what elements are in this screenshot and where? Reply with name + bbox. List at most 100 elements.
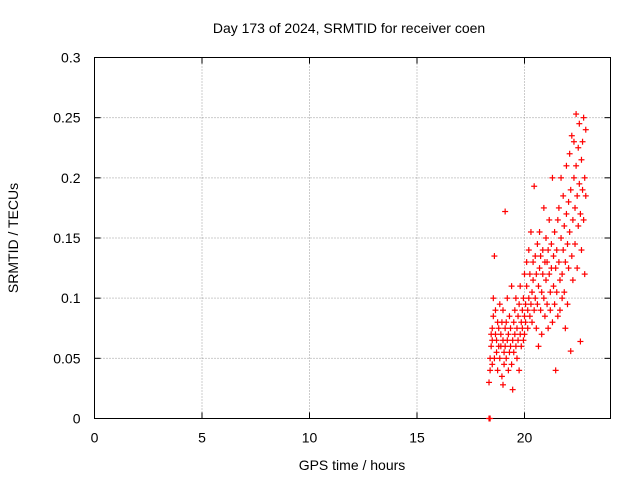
data-point: [539, 271, 546, 278]
data-point: [521, 271, 528, 278]
data-point: [497, 331, 504, 338]
data-point: [537, 253, 544, 260]
data-point: [579, 138, 586, 145]
data-point: [496, 355, 503, 362]
data-point: [554, 216, 561, 223]
x-tick-label: 0: [91, 430, 99, 446]
axis-ticks: 0 5 10 15 20 0 0.05 0.1 0.15 0.2 0.25 0.3: [53, 50, 611, 446]
data-point: [524, 325, 531, 332]
data-point: [553, 247, 560, 254]
data-point: [535, 283, 542, 290]
data-point: [582, 126, 589, 133]
x-axis-label: GPS time / hours: [299, 457, 406, 473]
grid-lines: [94, 57, 611, 419]
data-point: [556, 307, 563, 314]
data-point: [568, 132, 575, 139]
data-point: [517, 283, 524, 290]
data-point: [570, 138, 577, 145]
data-point: [533, 325, 540, 332]
data-point: [572, 204, 579, 211]
data-point: [524, 307, 531, 314]
data-point: [533, 271, 540, 278]
y-tick-label: 0.2: [61, 170, 81, 186]
data-point: [569, 216, 576, 223]
data-point: [492, 307, 499, 314]
data-point: [527, 301, 534, 308]
data-point: [568, 253, 575, 260]
data-point: [509, 337, 516, 344]
data-point: [513, 325, 520, 332]
data-point: [508, 283, 515, 290]
data-point: [578, 156, 585, 163]
data-point: [532, 295, 539, 302]
data-point: [488, 343, 495, 350]
data-point: [539, 247, 546, 254]
data-point: [576, 180, 583, 187]
data-point: [529, 289, 536, 296]
data-point: [519, 307, 526, 314]
data-point: [562, 259, 569, 266]
data-point: [538, 289, 545, 296]
data-point: [522, 301, 529, 308]
data-point: [502, 343, 509, 350]
data-point: [534, 301, 541, 308]
data-point: [548, 241, 555, 248]
data-point: [556, 277, 563, 284]
data-point: [550, 253, 557, 260]
data-point: [523, 259, 530, 266]
data-point: [552, 265, 559, 272]
data-point: [512, 343, 519, 350]
data-point: [581, 271, 588, 278]
data-point: [555, 259, 562, 266]
data-point: [574, 265, 581, 272]
data-point: [502, 208, 509, 215]
data-point: [515, 313, 522, 320]
data-point: [567, 348, 574, 355]
data-point: [507, 325, 514, 332]
y-tick-label: 0.25: [53, 110, 80, 126]
data-point: [544, 259, 551, 266]
data-point: [520, 295, 527, 302]
data-point: [541, 313, 548, 320]
data-point: [551, 301, 558, 308]
data-point: [565, 198, 572, 205]
data-point: [507, 343, 514, 350]
data-point: [500, 381, 506, 388]
data-point: [579, 186, 586, 193]
data-point: [551, 228, 558, 235]
data-point: [561, 289, 568, 296]
data-point: [501, 361, 508, 368]
data-point: [503, 319, 510, 326]
data-points: [486, 111, 589, 422]
data-point: [503, 355, 510, 362]
data-point: [522, 319, 529, 326]
x-tick-label: 15: [409, 430, 425, 446]
y-axis-label: SRMTID / TECUs: [5, 183, 21, 293]
data-point: [572, 241, 579, 248]
data-point: [511, 307, 518, 314]
data-point: [544, 301, 551, 308]
data-point: [521, 331, 528, 338]
data-point: [559, 271, 566, 278]
data-point: [537, 307, 544, 314]
data-point: [526, 313, 533, 320]
data-point: [510, 349, 517, 356]
data-point: [502, 325, 509, 332]
data-point: [513, 355, 520, 362]
data-point: [552, 367, 559, 374]
data-point: [529, 319, 536, 326]
data-point: [489, 361, 496, 368]
data-point: [577, 210, 584, 217]
data-point: [566, 150, 573, 157]
data-point: [494, 367, 501, 374]
data-point: [554, 313, 561, 320]
data-point: [498, 373, 505, 380]
data-point: [577, 338, 584, 345]
x-tick-label: 20: [517, 430, 533, 446]
y-tick-label: 0: [73, 411, 81, 427]
data-point: [553, 289, 560, 296]
data-point: [501, 349, 508, 356]
y-tick-label: 0.1: [61, 290, 81, 306]
data-point: [506, 313, 513, 320]
